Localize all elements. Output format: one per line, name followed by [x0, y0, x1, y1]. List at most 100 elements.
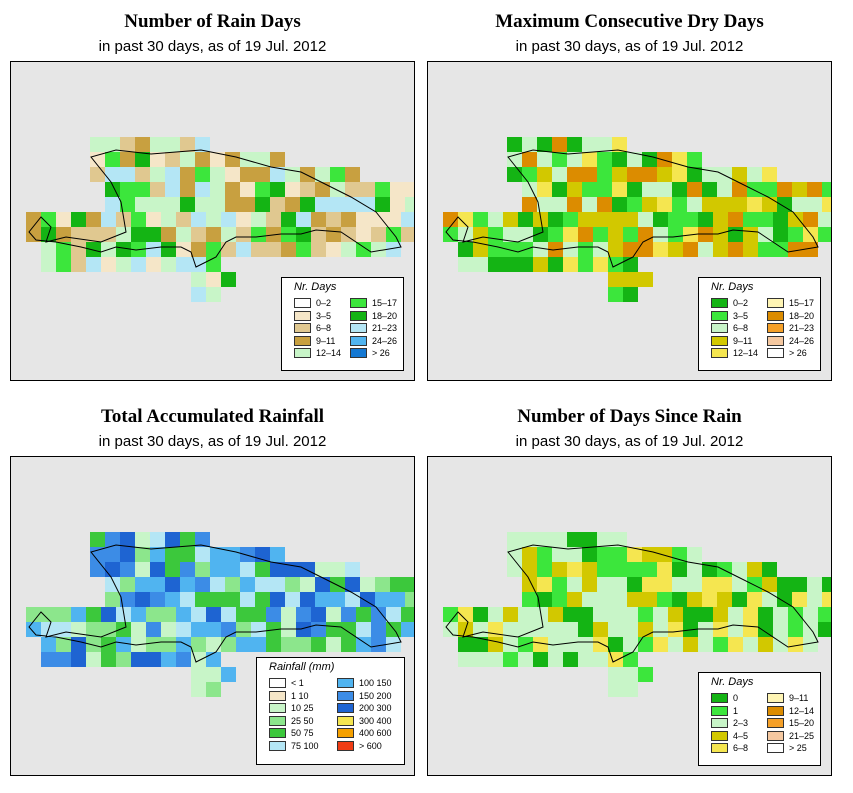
map-grid-cell [638, 667, 653, 682]
map-grid-cell [638, 622, 653, 637]
map-grid-cell [608, 227, 623, 242]
map-grid-cell [582, 532, 597, 547]
map-grid-cell [206, 637, 221, 652]
legend-label: 9–11 [733, 335, 753, 346]
map-grid-cell [26, 227, 41, 242]
map-grid-cell [150, 167, 165, 182]
map-grid-cell [567, 592, 582, 607]
map-grid-cell [176, 227, 191, 242]
map-grid-cell [240, 562, 255, 577]
map-grid-cell [206, 607, 221, 622]
map-grid-cell [593, 622, 608, 637]
legend-swatch [350, 323, 367, 333]
map-grid-cell [266, 607, 281, 622]
legend-label: 9–11 [789, 693, 809, 703]
map-grid-cell [582, 547, 597, 562]
map-grid-cell [777, 182, 792, 197]
map-grid-cell [657, 152, 672, 167]
map-grid-cell [593, 212, 608, 227]
map-grid-cell [191, 622, 206, 637]
map-grid-cell [537, 562, 552, 577]
legend-label: 21–23 [372, 323, 398, 333]
map-grid-cell [563, 242, 578, 257]
map-grid-cell [236, 637, 251, 652]
map-grid-cell [612, 152, 627, 167]
map-grid-cell [116, 637, 131, 652]
legend-label: 2–3 [733, 718, 749, 728]
map-grid-cell [116, 227, 131, 242]
map-grid-cell [266, 242, 281, 257]
map-grid-cell [627, 182, 642, 197]
map-grid-cell [503, 652, 518, 667]
map-grid-cell [687, 592, 702, 607]
map-grid-cell [101, 257, 116, 272]
map-grid-cell [638, 272, 653, 287]
map-grid-cell [608, 607, 623, 622]
map-grid-cell [281, 637, 296, 652]
map-grid-cell [120, 592, 135, 607]
map-grid-cell [165, 592, 180, 607]
legend-label: 6–8 [733, 743, 749, 753]
map-grid-cell [473, 257, 488, 272]
map-grid-cell [522, 152, 537, 167]
map-grid-cell [356, 622, 371, 637]
legend-title: Rainfall (mm) [269, 661, 335, 673]
map-grid-cell [458, 257, 473, 272]
legend-swatch [711, 348, 728, 358]
map-grid-cell [548, 257, 563, 272]
legend-label: 12–14 [733, 348, 759, 358]
map-grid-cell [683, 607, 698, 622]
map-grid-cell [608, 652, 623, 667]
map-grid-cell [165, 137, 180, 152]
map-grid-cell [326, 227, 341, 242]
map-grid-cell [743, 212, 758, 227]
map-grid-cell [116, 652, 131, 667]
map-grid-cell [221, 212, 236, 227]
legend-label: 18–20 [372, 310, 398, 321]
map-grid-cell [578, 637, 593, 652]
map-grid-cell [210, 167, 225, 182]
map-grid-cell [567, 152, 582, 167]
map-grid-cell [191, 242, 206, 257]
map-grid-cell [120, 532, 135, 547]
map-grid-cell [161, 652, 176, 667]
map-grid-cell [762, 167, 777, 182]
map-grid-cell [728, 227, 743, 242]
map-grid-cell [548, 652, 563, 667]
map-grid-cell [150, 562, 165, 577]
legend-title: Nr. Days [711, 281, 754, 293]
map-grid-cell [341, 242, 356, 257]
legend-swatch [269, 678, 286, 688]
map-grid-cell [687, 152, 702, 167]
map-grid-cell [386, 242, 401, 257]
map-grid-cell [270, 197, 285, 212]
map-grid-cell [195, 137, 210, 152]
map-grid-cell [728, 242, 743, 257]
legend-swatch [350, 298, 367, 308]
map-grid-cell [206, 212, 221, 227]
map-grid-cell [533, 622, 548, 637]
map-grid-cell [165, 532, 180, 547]
map-grid-cell [657, 592, 672, 607]
map-grid-cell [518, 607, 533, 622]
map-grid-cell [285, 197, 300, 212]
map-grid-cell [653, 622, 668, 637]
map-grid-cell [120, 577, 135, 592]
map-grid-cell [818, 212, 831, 227]
map-grid-cell [375, 577, 390, 592]
map-grid-cell [255, 182, 270, 197]
legend-label: 1 [733, 705, 739, 716]
map-grid-cell [717, 167, 732, 182]
map-grid-cell [552, 152, 567, 167]
map-grid-cell [176, 607, 191, 622]
map-grid-cell [773, 227, 788, 242]
map-grid-cell [356, 227, 371, 242]
map-rainfall: Rainfall (mm) < 1 1 10 10 25 25 50 50 75 75 1… [10, 456, 415, 776]
legend-label: 24–26 [372, 335, 398, 346]
map-grid-cell [131, 652, 146, 667]
map-grid-cell [71, 212, 86, 227]
map-grid-cell [210, 562, 225, 577]
map-grid-cell [356, 637, 371, 652]
map-grid-cell [206, 652, 221, 667]
map-grid-cell [180, 592, 195, 607]
